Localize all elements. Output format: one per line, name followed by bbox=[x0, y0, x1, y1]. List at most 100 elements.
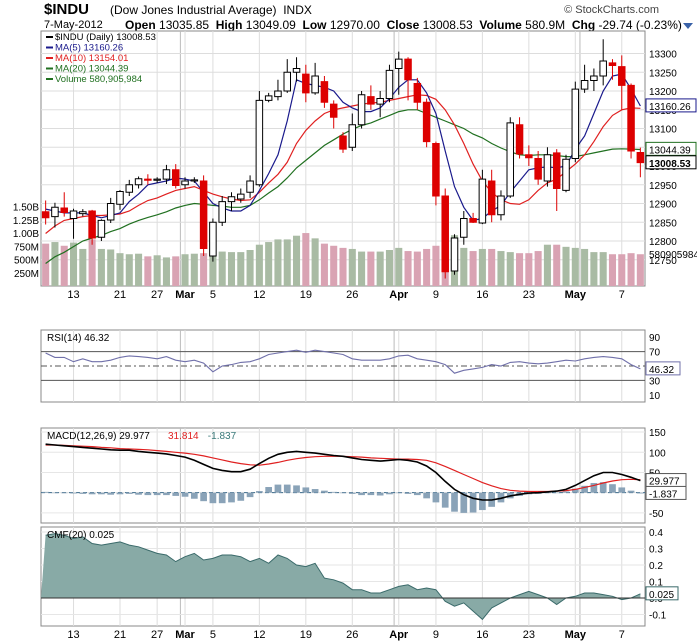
volume-bar bbox=[51, 242, 59, 286]
candle-body bbox=[469, 218, 477, 223]
macd-histogram-bar bbox=[553, 492, 561, 494]
macd-histogram-bar bbox=[590, 482, 598, 493]
x-axis-label: 5 bbox=[210, 289, 216, 301]
macd-histogram-bar bbox=[283, 484, 291, 493]
macd-histogram-bar bbox=[293, 485, 300, 493]
macd-histogram-bar bbox=[330, 491, 338, 493]
volume-bar bbox=[293, 235, 301, 286]
volume-bar bbox=[423, 248, 431, 286]
x-axis-label: 12 bbox=[253, 629, 265, 641]
volume-tick-label: 1.00B bbox=[13, 229, 39, 240]
candle-body bbox=[395, 58, 403, 69]
volume-last-label: 580905984 bbox=[649, 250, 697, 261]
x-axis-label: Mar bbox=[175, 629, 195, 641]
symbol-title: $INDU bbox=[44, 1, 90, 18]
volume-bar bbox=[404, 251, 412, 286]
volume-bar bbox=[469, 251, 477, 286]
rsi-tick-label: 10 bbox=[649, 391, 661, 402]
volume-bar bbox=[218, 251, 226, 286]
x-axis-label: 9 bbox=[433, 289, 439, 301]
cmf-tick-label: 0.1 bbox=[649, 577, 663, 588]
macd-panel-frame bbox=[40, 427, 646, 524]
macd-last-box bbox=[645, 485, 687, 500]
volume-tick-label: 1.50B bbox=[13, 203, 39, 214]
x-axis-label: 19 bbox=[300, 289, 312, 301]
dropdown-arrow-icon[interactable] bbox=[683, 23, 693, 29]
candle-body bbox=[385, 69, 394, 99]
macd-histogram-bar bbox=[246, 492, 254, 498]
volume-bar bbox=[274, 239, 282, 286]
candle-body bbox=[125, 184, 134, 193]
macd-histogram-bar bbox=[599, 482, 607, 493]
volume-bar bbox=[636, 254, 644, 286]
volume-bar bbox=[543, 244, 551, 286]
macd-histogram-bar bbox=[321, 490, 328, 493]
volume-bar bbox=[302, 233, 310, 286]
macd-histogram-bar bbox=[190, 492, 198, 499]
x-axis-label: May bbox=[565, 629, 587, 641]
price-tick-label: 13200 bbox=[649, 87, 677, 98]
candle-body bbox=[590, 75, 598, 81]
macd-histogram-bar bbox=[51, 492, 59, 494]
volume-bar bbox=[320, 243, 328, 286]
price-tick-label: 12850 bbox=[649, 218, 677, 229]
candle-body bbox=[497, 195, 505, 216]
macd-histogram-bar bbox=[181, 492, 189, 497]
macd-histogram-bar bbox=[172, 492, 180, 496]
macd-histogram-bar bbox=[562, 491, 570, 493]
volume-bar bbox=[162, 257, 170, 286]
volume-bar bbox=[265, 242, 273, 286]
macd-histogram-bar bbox=[386, 492, 393, 495]
candle-body bbox=[51, 206, 59, 218]
volume-bar bbox=[339, 247, 347, 286]
volume-bar bbox=[478, 248, 486, 286]
macd-histogram-bar bbox=[237, 492, 245, 501]
symbol-name: (Dow Jones Industrial Average) INDX bbox=[110, 3, 312, 17]
volume-bar bbox=[330, 245, 338, 286]
volume-bar bbox=[376, 251, 384, 286]
macd-histogram-bar bbox=[413, 492, 421, 496]
volume-tick-label: 500M bbox=[14, 256, 39, 267]
macd-histogram-bar bbox=[479, 492, 486, 511]
price-legend-label: MA(10) 13154.01 bbox=[55, 53, 128, 64]
cmf-tick-label: -0.1 bbox=[649, 610, 667, 621]
price-tag-box bbox=[645, 155, 697, 170]
cmf-tick-label: 0.4 bbox=[649, 528, 663, 539]
price-legend-label: Volume 580,905,984 bbox=[55, 74, 142, 85]
price-legend-label: MA(5) 13160.26 bbox=[55, 43, 123, 54]
macd-histogram-bar bbox=[637, 492, 644, 494]
candle-body bbox=[41, 211, 50, 219]
candle-body bbox=[171, 169, 180, 186]
candle-body bbox=[246, 180, 254, 193]
candle-body bbox=[302, 73, 310, 94]
candle-body bbox=[144, 178, 152, 181]
candle-body bbox=[543, 154, 552, 182]
volume-bar bbox=[42, 243, 50, 286]
x-axis-label: 26 bbox=[346, 289, 358, 301]
candle-body bbox=[506, 122, 515, 197]
macd-histogram-bar bbox=[200, 492, 207, 502]
copyright-notice: © StockCharts.com bbox=[564, 4, 659, 16]
candle-body bbox=[181, 180, 189, 186]
candle-body bbox=[357, 94, 366, 126]
volume-bar bbox=[283, 239, 291, 286]
macd-histogram-bar bbox=[42, 491, 49, 493]
price-tag-label: 13008.53 bbox=[649, 159, 691, 170]
x-axis-label: 26 bbox=[346, 629, 358, 641]
candle-body bbox=[106, 203, 115, 221]
candle-body bbox=[274, 90, 282, 98]
macd-histogram-bar bbox=[107, 492, 115, 495]
candle-body bbox=[218, 201, 226, 223]
x-axis-label: Apr bbox=[389, 629, 409, 641]
macd-last-label: 29.977 bbox=[649, 477, 680, 488]
volume-bar bbox=[432, 245, 440, 286]
x-axis-label: 27 bbox=[151, 289, 163, 301]
cmf-tick-label: 0.3 bbox=[649, 544, 663, 555]
volume-bar bbox=[627, 253, 635, 286]
ohlc-readout: Open 13035.85 High 13049.09 Low 12970.00… bbox=[125, 18, 682, 32]
volume-bar bbox=[246, 250, 254, 286]
price-tag-label: 13160.26 bbox=[649, 102, 691, 113]
volume-bar bbox=[227, 252, 236, 286]
candle-body bbox=[450, 237, 459, 272]
